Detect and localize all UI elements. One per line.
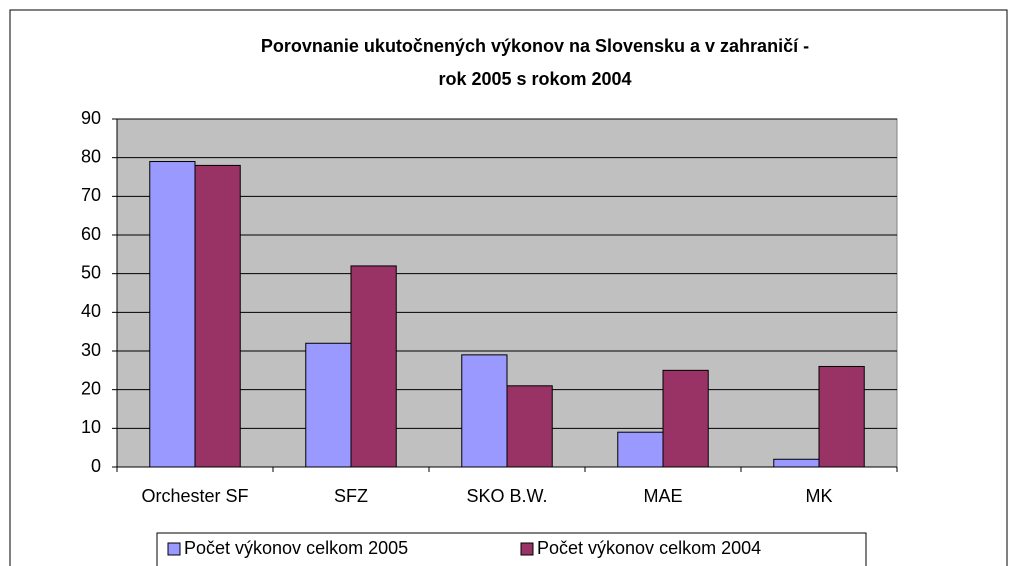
chart-title: rok 2005 s rokom 2004 (438, 69, 631, 89)
bar (350, 265, 397, 468)
legend-label: Počet výkonov celkom 2004 (537, 538, 761, 558)
y-tick-label: 80 (81, 146, 101, 166)
y-tick-label: 60 (81, 224, 101, 244)
y-tick-label: 70 (81, 185, 101, 205)
y-tick-label: 40 (81, 301, 101, 321)
legend-swatch (520, 542, 534, 556)
bar (305, 342, 352, 468)
chart-title: Porovnanie ukutočnených výkonov na Slove… (261, 36, 809, 56)
bar (149, 161, 196, 468)
x-tick-label: SKO B.W. (466, 486, 547, 506)
legend-label: Počet výkonov celkom 2005 (184, 538, 408, 558)
y-tick-label: 50 (81, 262, 101, 282)
bar (773, 458, 820, 468)
bar (506, 385, 553, 468)
y-tick-label: 20 (81, 378, 101, 398)
bar (617, 431, 664, 468)
bar (818, 365, 865, 468)
bar (662, 369, 709, 468)
y-tick-label: 10 (81, 417, 101, 437)
x-tick-label: MK (806, 486, 833, 506)
y-tick-label: 0 (91, 456, 101, 476)
chart-border (9, 9, 1008, 566)
x-tick-label: MAE (643, 486, 682, 506)
x-tick-label: Orchester SF (141, 486, 248, 506)
legend-swatch (167, 542, 181, 556)
y-tick-label: 30 (81, 340, 101, 360)
bar (461, 354, 508, 468)
legend (156, 532, 867, 566)
bar (194, 164, 241, 468)
x-tick-label: SFZ (334, 486, 368, 506)
y-tick-label: 90 (81, 108, 101, 128)
